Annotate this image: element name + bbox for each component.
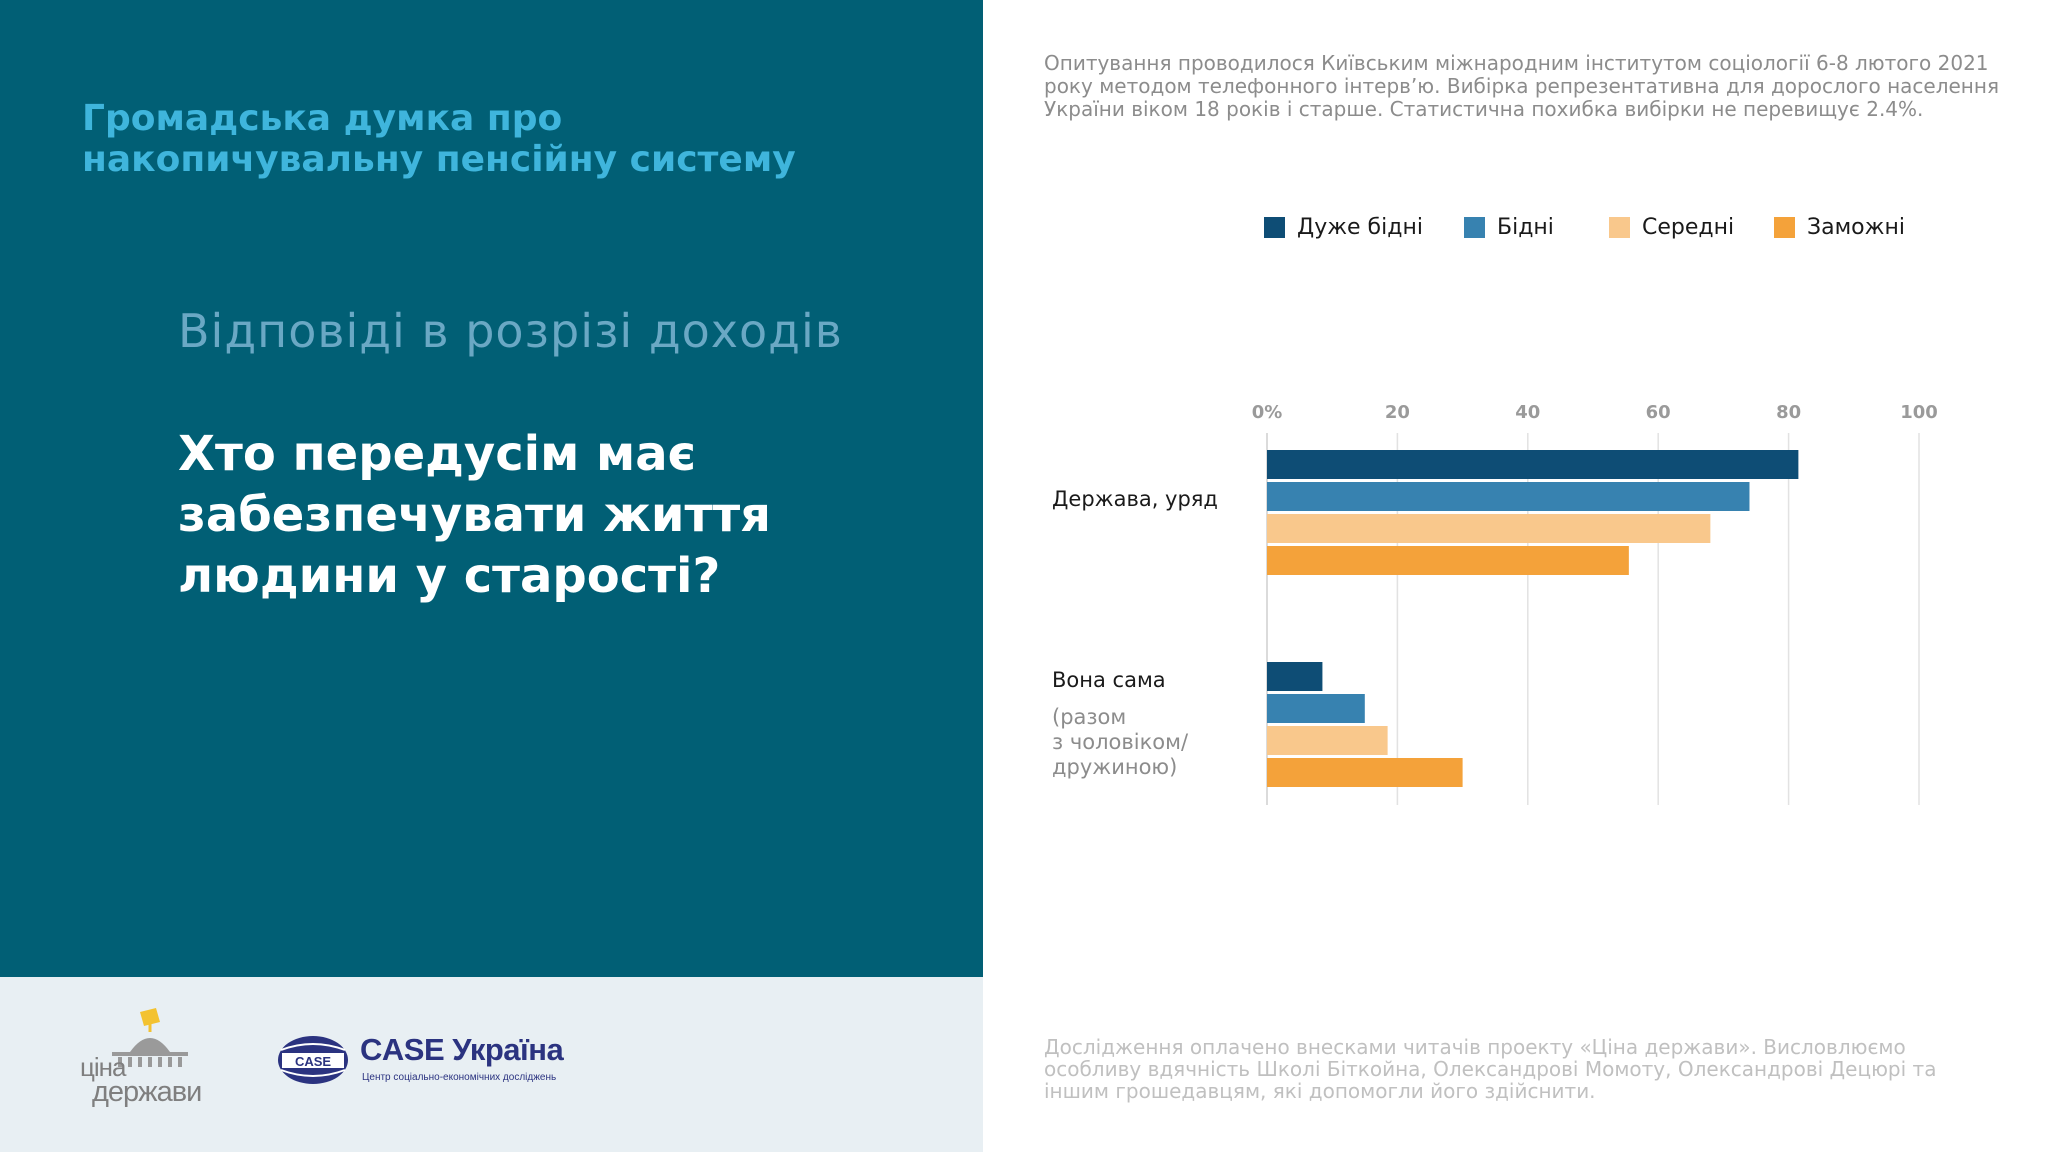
category-note-1-line-2: дружиною): [1052, 755, 1177, 779]
category-note-1-line-1: з чоловіком/: [1052, 730, 1189, 754]
funding-note: Дослідження оплачено внесками читачів пр…: [1044, 1035, 1937, 1103]
bar-0-1: [1267, 482, 1750, 511]
bar-0-3: [1267, 546, 1629, 575]
legend-item-wealthy: Заможні: [1774, 210, 1905, 244]
x-tick-label-60: 60: [1646, 402, 1671, 423]
bar-1-3: [1267, 758, 1463, 787]
case-subtitle: Центр соціально-економічних досліджень: [362, 1072, 557, 1083]
bar-1-1: [1267, 694, 1365, 723]
x-tick-label-80: 80: [1776, 402, 1801, 423]
survey-methodology-note: Опитування проводилося Київським міжнаро…: [1044, 51, 1999, 121]
cina-derzhavy-logo: ціна держави: [78, 1008, 218, 1108]
x-tick-label-100: 100: [1900, 402, 1938, 423]
x-tick-label-0: 0%: [1252, 402, 1283, 423]
legend-item-very-poor: Дуже бідні: [1264, 210, 1423, 244]
question-heading: Хто передусім має забезпечувати життя лю…: [178, 426, 771, 604]
legend-label-wealthy: Заможні: [1807, 214, 1905, 240]
income-bar-chart: 0% 20 40 60 80 100 Держава, уряд Вона сама (разо…: [1052, 402, 1938, 805]
legend-swatch-poor: [1464, 216, 1485, 238]
legend-swatch-middle: [1609, 216, 1630, 238]
page-title: Громадська думка про накопичувальну пенс…: [82, 98, 796, 180]
cina-logo-text: ціна: [80, 1052, 126, 1082]
legend-label-poor: Бідні: [1497, 214, 1554, 240]
logo-band: [0, 977, 983, 1152]
legend-item-poor: Бідні: [1464, 210, 1554, 244]
legend-label-middle: Середні: [1642, 214, 1735, 240]
case-ukraine-logo: CASE CASE Україна Центр соціально-економ…: [276, 1030, 576, 1090]
bar-0-0: [1267, 450, 1799, 479]
x-tick-label-20: 20: [1385, 402, 1410, 423]
category-label-1: Вона сама: [1052, 668, 1166, 692]
legend-swatch-very-poor: [1264, 216, 1285, 238]
case-name: CASE Україна: [360, 1032, 564, 1067]
parliament-dome-icon: [112, 1008, 188, 1067]
legend-label-very-poor: Дуже бідні: [1297, 214, 1423, 240]
derzhavy-logo-text: держави: [92, 1076, 202, 1108]
category-note-1-line-0: (разом: [1052, 705, 1126, 729]
legend-swatch-wealthy: [1774, 216, 1795, 238]
bar-1-0: [1267, 662, 1323, 691]
left-panel: [0, 0, 983, 977]
category-label-0: Держава, уряд: [1052, 487, 1218, 511]
case-badge-text: CASE: [295, 1054, 331, 1069]
section-subtitle: Відповіді в розрізі доходів: [178, 304, 843, 358]
case-globe-icon: CASE: [278, 1036, 348, 1084]
x-tick-label-40: 40: [1515, 402, 1540, 423]
bar-1-2: [1267, 726, 1388, 755]
bar-0-2: [1267, 514, 1711, 543]
legend-item-middle: Середні: [1609, 210, 1734, 244]
